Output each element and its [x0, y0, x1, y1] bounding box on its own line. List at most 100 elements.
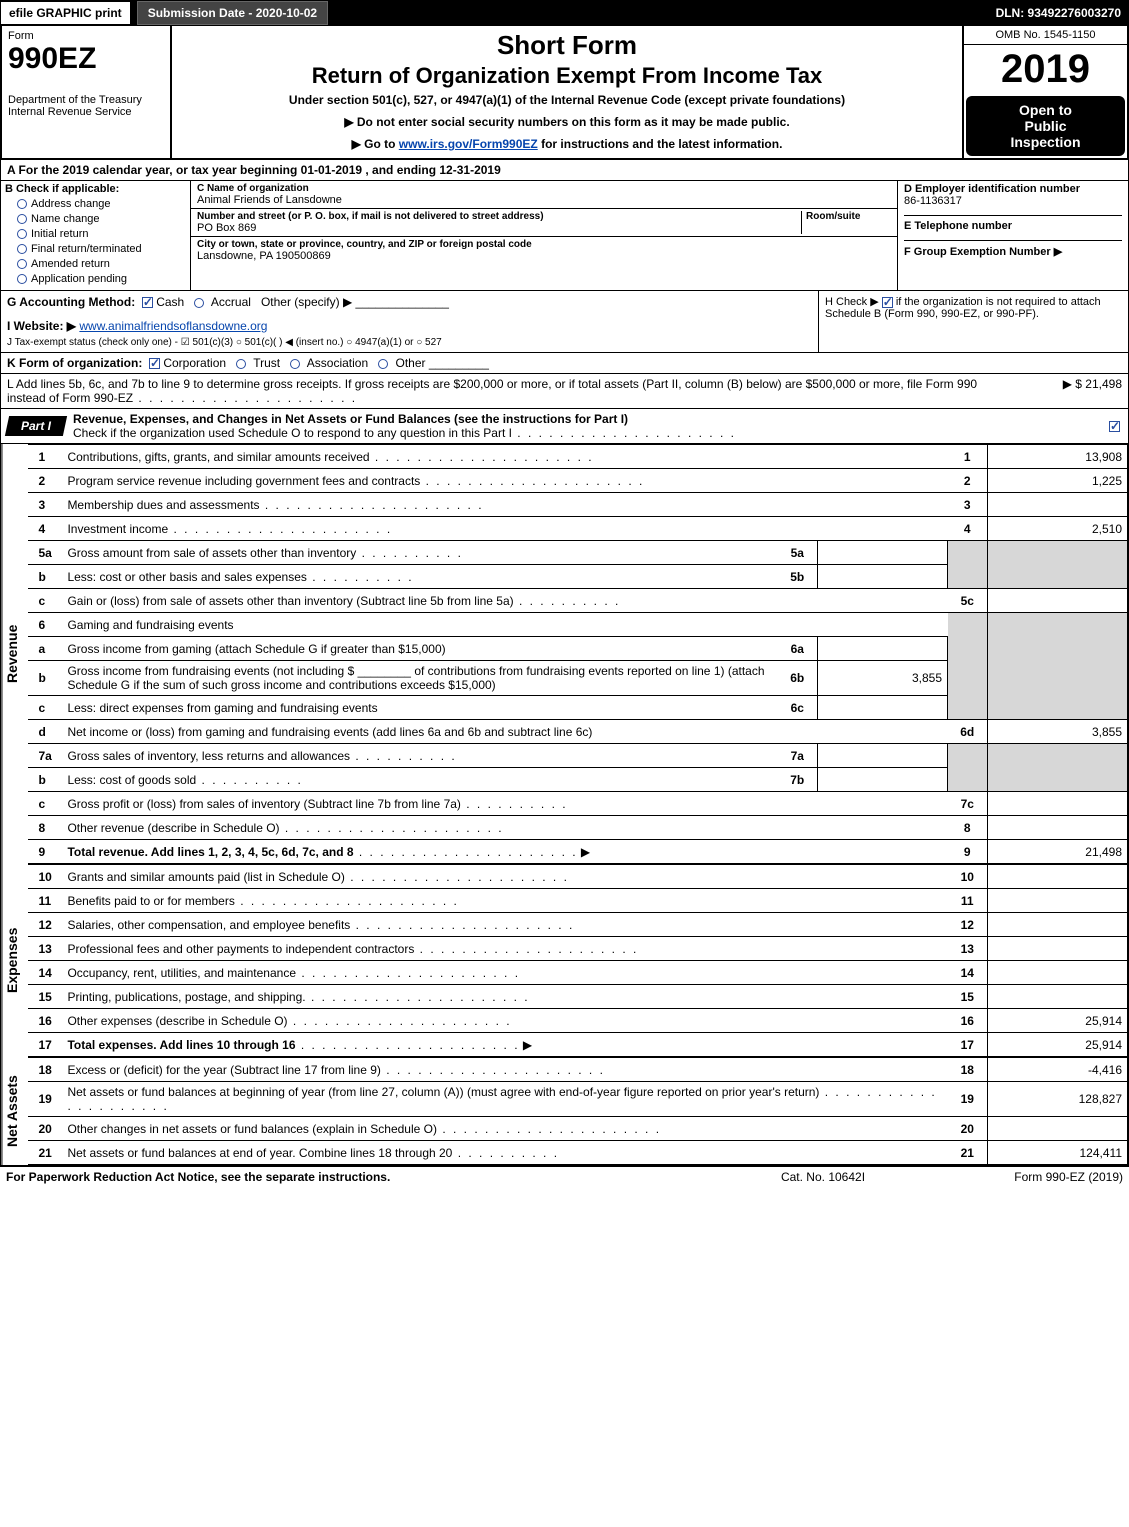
h-checkbox[interactable]: [882, 297, 893, 308]
k-other-radio[interactable]: [378, 359, 388, 369]
line-13: 13Professional fees and other payments t…: [28, 937, 1127, 961]
part-1-check-note: Check if the organization used Schedule …: [73, 426, 512, 440]
l18-desc: Excess or (deficit) for the year (Subtra…: [67, 1063, 380, 1077]
line-10: 10Grants and similar amounts paid (list …: [28, 865, 1127, 889]
line-12: 12Salaries, other compensation, and empl…: [28, 913, 1127, 937]
b-item-4: Amended return: [31, 258, 110, 270]
l4-desc: Investment income: [67, 522, 168, 536]
org-city-cell: City or town, state or province, country…: [191, 237, 897, 264]
expenses-side-label: Expenses: [1, 864, 28, 1057]
l6a-desc: Gross income from gaming (attach Schedul…: [67, 642, 445, 656]
tax-year: 2019: [964, 45, 1127, 94]
form-label: Form: [8, 30, 164, 42]
section-b-header: B Check if applicable:: [5, 183, 186, 195]
cash-checkbox[interactable]: [142, 297, 153, 308]
check-application-pending[interactable]: Application pending: [17, 273, 186, 285]
group-exemption-label: F Group Exemption Number ▶: [904, 245, 1122, 258]
b-item-2: Initial return: [31, 228, 88, 240]
net-assets-side-label: Net Assets: [1, 1057, 28, 1165]
k-label: K Form of organization:: [7, 356, 142, 370]
line-2: 2Program service revenue including gover…: [28, 469, 1127, 493]
b-item-1: Name change: [31, 213, 100, 225]
ein-label: D Employer identification number: [904, 183, 1122, 195]
header-center: Short Form Return of Organization Exempt…: [172, 26, 962, 158]
i-label: I Website: ▶: [7, 319, 76, 333]
g-other: Other (specify) ▶: [261, 295, 352, 309]
check-address-change[interactable]: Address change: [17, 198, 186, 210]
org-street-cell: Number and street (or P. O. box, if mail…: [191, 209, 897, 237]
part-1-title: Revenue, Expenses, and Changes in Net As…: [73, 412, 628, 426]
part-1-checkbox[interactable]: [1109, 419, 1128, 433]
tax-period-row: A For the 2019 calendar year, or tax yea…: [0, 160, 1129, 181]
l5c-desc: Gain or (loss) from sale of assets other…: [67, 594, 513, 608]
row-j: J Tax-exempt status (check only one) - ☑…: [7, 337, 812, 348]
check-name-change[interactable]: Name change: [17, 213, 186, 225]
check-amended-return[interactable]: Amended return: [17, 258, 186, 270]
ein-block: D Employer identification number 86-1136…: [904, 183, 1122, 216]
omb-number: OMB No. 1545-1150: [964, 26, 1127, 45]
l19-desc: Net assets or fund balances at beginning…: [67, 1085, 819, 1099]
goto-prefix: ▶ Go to: [352, 137, 399, 151]
k-trust-radio[interactable]: [236, 359, 246, 369]
identity-block: B Check if applicable: Address change Na…: [0, 181, 1129, 290]
k-corp: Corporation: [163, 356, 226, 370]
street-label: Number and street (or P. O. box, if mail…: [197, 211, 801, 222]
line-5a: 5aGross amount from sale of assets other…: [28, 541, 1127, 565]
header-left: Form 990EZ Department of the Treasury In…: [2, 26, 172, 158]
dept-treasury: Department of the Treasury: [8, 94, 164, 106]
g-accrual: Accrual: [211, 295, 251, 309]
website-link[interactable]: www.animalfriendsoflansdowne.org: [79, 319, 267, 333]
b-item-3: Final return/terminated: [31, 243, 142, 255]
org-name: Animal Friends of Lansdowne: [197, 194, 891, 206]
section-c: C Name of organization Animal Friends of…: [191, 181, 898, 290]
b-item-0: Address change: [31, 198, 111, 210]
footer-center: Cat. No. 10642I: [723, 1170, 923, 1184]
section-b: B Check if applicable: Address change Na…: [1, 181, 191, 290]
line-9: 9Total revenue. Add lines 1, 2, 3, 4, 5c…: [28, 840, 1127, 864]
l3-desc: Membership dues and assessments: [67, 498, 259, 512]
ssn-warning: ▶ Do not enter social security numbers o…: [180, 115, 954, 129]
row-k: K Form of organization: Corporation Trus…: [0, 353, 1129, 374]
l-text: L Add lines 5b, 6c, and 7b to line 9 to …: [7, 377, 1012, 405]
line-6: 6Gaming and fundraising events: [28, 613, 1127, 637]
k-assoc-radio[interactable]: [290, 359, 300, 369]
tel-block: E Telephone number: [904, 220, 1122, 241]
part-1-tab: Part I: [5, 416, 67, 436]
l10-desc: Grants and similar amounts paid (list in…: [67, 870, 344, 884]
top-bar: efile GRAPHIC print Submission Date - 20…: [0, 0, 1129, 26]
room-label: Room/suite: [801, 211, 891, 234]
revenue-side-label: Revenue: [1, 444, 28, 864]
revenue-table: 1Contributions, gifts, grants, and simil…: [28, 444, 1128, 864]
header-right: OMB No. 1545-1150 2019 Open to Public In…: [962, 26, 1127, 158]
submission-date: Submission Date - 2020-10-02: [137, 1, 328, 25]
goto-suffix: for instructions and the latest informat…: [538, 137, 783, 151]
l5b-desc: Less: cost or other basis and sales expe…: [67, 570, 306, 584]
l2-desc: Program service revenue including govern…: [67, 474, 420, 488]
expenses-section: Expenses 10Grants and similar amounts pa…: [0, 864, 1129, 1057]
part-1-title-block: Revenue, Expenses, and Changes in Net As…: [65, 409, 1109, 443]
ein: 86-1136317: [904, 195, 1122, 207]
line-5c: cGain or (loss) from sale of assets othe…: [28, 589, 1127, 613]
k-corp-checkbox[interactable]: [149, 358, 160, 369]
l12-desc: Salaries, other compensation, and employ…: [67, 918, 350, 932]
k-trust: Trust: [253, 356, 280, 370]
org-name-cell: C Name of organization Animal Friends of…: [191, 181, 897, 209]
efile-print-button[interactable]: efile GRAPHIC print: [0, 1, 131, 25]
h-prefix: H Check ▶: [825, 296, 882, 308]
accrual-radio[interactable]: [194, 298, 204, 308]
open-line3: Inspection: [970, 134, 1121, 150]
check-initial-return[interactable]: Initial return: [17, 228, 186, 240]
line-21: 21Net assets or fund balances at end of …: [28, 1141, 1127, 1165]
line-7a: 7aGross sales of inventory, less returns…: [28, 744, 1127, 768]
check-final-return[interactable]: Final return/terminated: [17, 243, 186, 255]
form-subtitle: Under section 501(c), 527, or 4947(a)(1)…: [180, 93, 954, 107]
footer-left: For Paperwork Reduction Act Notice, see …: [6, 1170, 723, 1184]
dln-number: DLN: 93492276003270: [988, 2, 1129, 24]
l11-desc: Benefits paid to or for members: [67, 894, 234, 908]
line-19: 19Net assets or fund balances at beginni…: [28, 1082, 1127, 1117]
l16-desc: Other expenses (describe in Schedule O): [67, 1014, 287, 1028]
irs-link[interactable]: www.irs.gov/Form990EZ: [399, 137, 538, 151]
l7b-desc: Less: cost of goods sold: [67, 773, 196, 787]
row-l: L Add lines 5b, 6c, and 7b to line 9 to …: [0, 374, 1129, 409]
line-18: 18Excess or (deficit) for the year (Subt…: [28, 1058, 1127, 1082]
